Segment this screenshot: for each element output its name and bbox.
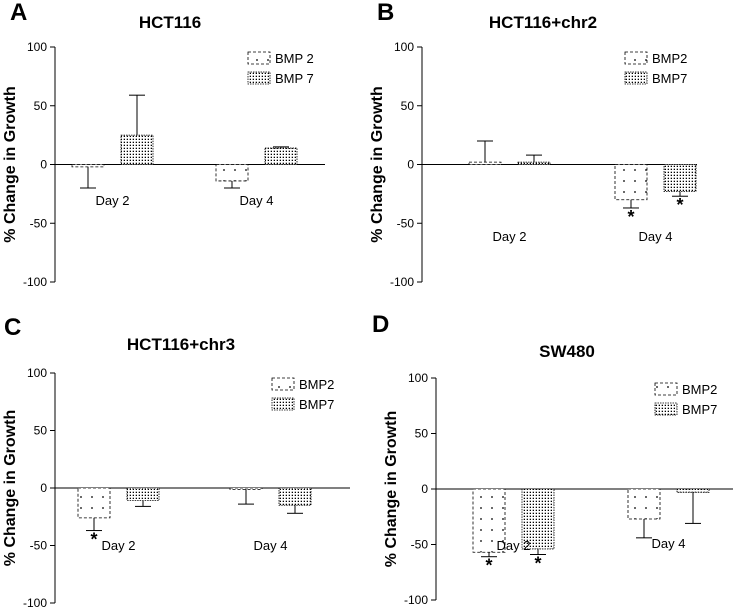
legend-swatch [624, 51, 648, 65]
y-axis-label: % Change in Growth [369, 86, 386, 242]
category-label: Day 4 [639, 229, 673, 244]
bar [229, 487, 263, 490]
y-tick-label: 100 [408, 371, 428, 385]
significance-marker: * [676, 195, 683, 215]
panel-letter-c: C [4, 314, 21, 341]
y-tick-label: 0 [40, 158, 47, 172]
category-label: Day 2 [493, 229, 527, 244]
category-label: Day 4 [652, 536, 686, 551]
chart-title: HCT116+chr3 [127, 335, 235, 354]
bar [126, 487, 160, 502]
y-tick-label: -50 [30, 539, 48, 553]
significance-marker: * [485, 556, 492, 576]
y-tick-label: 100 [27, 366, 47, 380]
panel-letter-d: D [372, 311, 389, 338]
chart-panel-a: A HCT116 % Change in Growth 100 50 0 -50 -100 Da… [0, 0, 367, 305]
y-tick-label: -50 [30, 216, 48, 230]
y-axis-label: % Change in Growth [2, 86, 19, 242]
legend-swatch [654, 402, 678, 416]
legend-swatch [247, 71, 271, 85]
category-label: Day 4 [240, 193, 274, 208]
bar [468, 161, 502, 165]
legend-label: BMP7 [682, 402, 717, 417]
category-label: Day 2 [497, 538, 531, 553]
bar [676, 488, 710, 493]
chart-title: SW480 [539, 342, 595, 361]
chart-svg-b: B HCT116+chr2 % Change in Growth 100 50 0 -50 -… [369, 0, 697, 289]
y-tick-label: -100 [390, 275, 414, 289]
significance-marker: * [627, 207, 634, 227]
panel-letter-b: B [377, 0, 394, 26]
y-tick-label: 50 [401, 99, 415, 113]
legend-label: BMP7 [652, 71, 687, 86]
significance-marker: * [534, 553, 541, 573]
y-tick-label: 50 [34, 424, 48, 438]
legend-swatch [624, 71, 648, 85]
bar [614, 164, 648, 201]
legend-swatch [654, 382, 678, 396]
y-tick-label: 50 [415, 427, 429, 441]
chart-panel-d: D SW480% Change in Growth 100 50 0 -50 -100 * * D… [367, 305, 735, 610]
bar [71, 164, 105, 168]
y-tick-label: -50 [411, 538, 429, 552]
category-label: Day 4 [254, 538, 288, 553]
y-tick-label: -50 [397, 216, 415, 230]
bar [215, 164, 249, 182]
panel-letter-a: A [10, 0, 27, 26]
legend-label: BMP7 [299, 397, 334, 412]
bar [517, 161, 551, 165]
y-tick-label: -100 [23, 275, 47, 289]
bar [278, 487, 312, 506]
y-tick-label: 0 [40, 481, 47, 495]
bar [264, 147, 298, 165]
bar [627, 488, 661, 520]
legend-label: BMP 2 [275, 51, 314, 66]
legend-swatch [247, 51, 271, 65]
y-axis-label: % Change in Growth [2, 410, 19, 566]
chart-svg-c: C HCT116+chr3 % Change in Growth 100 50 0 -50 -… [2, 314, 350, 610]
chart-title: HCT116 [139, 13, 201, 32]
bar [663, 164, 697, 192]
chart-svg-a: A HCT116 % Change in Growth 100 50 0 -50 -100 Da… [2, 0, 325, 289]
legend-label: BMP2 [299, 377, 334, 392]
bar [472, 488, 506, 553]
y-tick-label: 0 [421, 482, 428, 496]
bar [521, 488, 555, 550]
legend-swatch [271, 377, 295, 391]
y-tick-label: 100 [27, 40, 47, 54]
bar [120, 134, 154, 165]
legend-label: BMP2 [682, 382, 717, 397]
significance-marker: * [90, 530, 97, 550]
y-tick-label: 50 [34, 99, 48, 113]
category-label: Day 2 [96, 193, 130, 208]
y-tick-label: -100 [404, 593, 428, 607]
category-label: Day 2 [102, 538, 136, 553]
y-tick-label: 0 [407, 158, 414, 172]
legend-label: BMP2 [652, 51, 687, 66]
legend-label: BMP 7 [275, 71, 314, 86]
chart-title: HCT116+chr2 [489, 13, 597, 32]
y-tick-label: -100 [23, 596, 47, 610]
legend-swatch [271, 397, 295, 411]
bar [77, 487, 111, 519]
chart-panel-c: C HCT116+chr3 % Change in Growth 100 50 0 -50 -… [0, 305, 367, 610]
y-tick-label: 100 [394, 40, 414, 54]
chart-panel-b: B HCT116+chr2 % Change in Growth 100 50 0 -50 -… [367, 0, 735, 305]
y-axis-label: % Change in Growth [383, 411, 400, 567]
